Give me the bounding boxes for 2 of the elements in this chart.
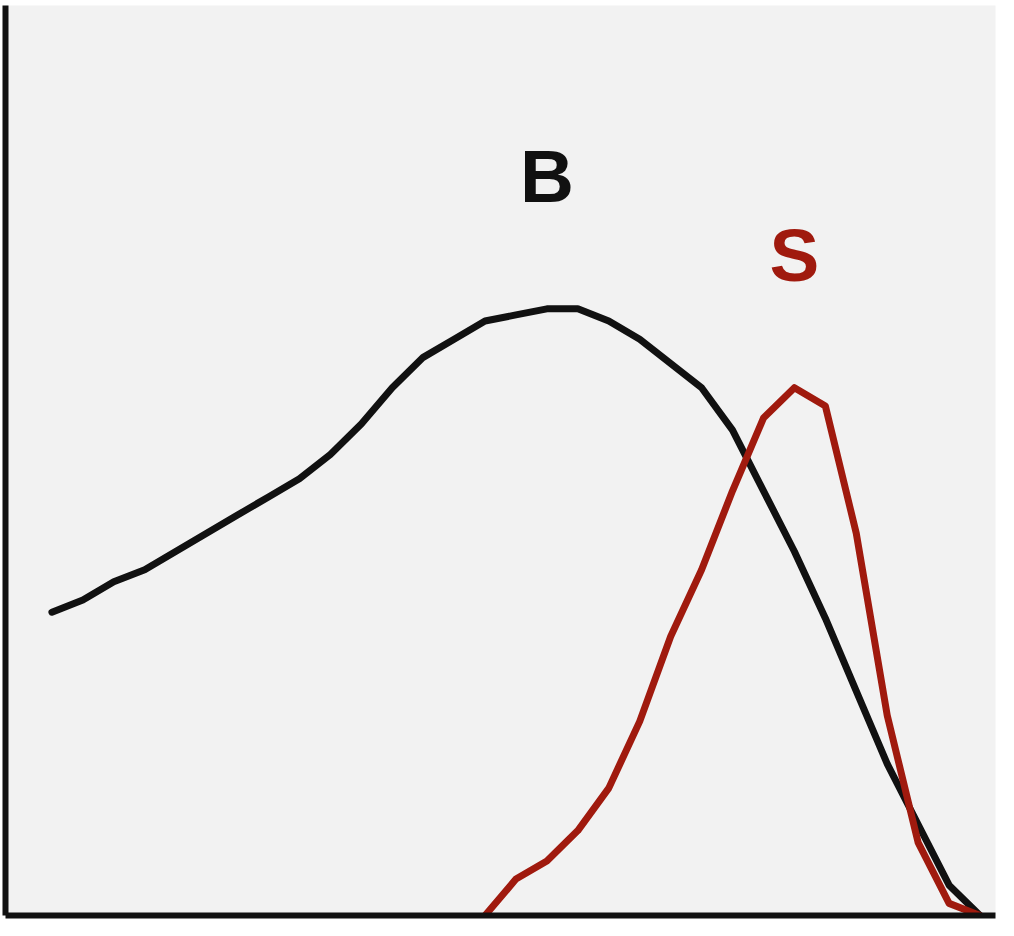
series-label: B (519, 133, 574, 218)
series-label: S (769, 212, 820, 297)
